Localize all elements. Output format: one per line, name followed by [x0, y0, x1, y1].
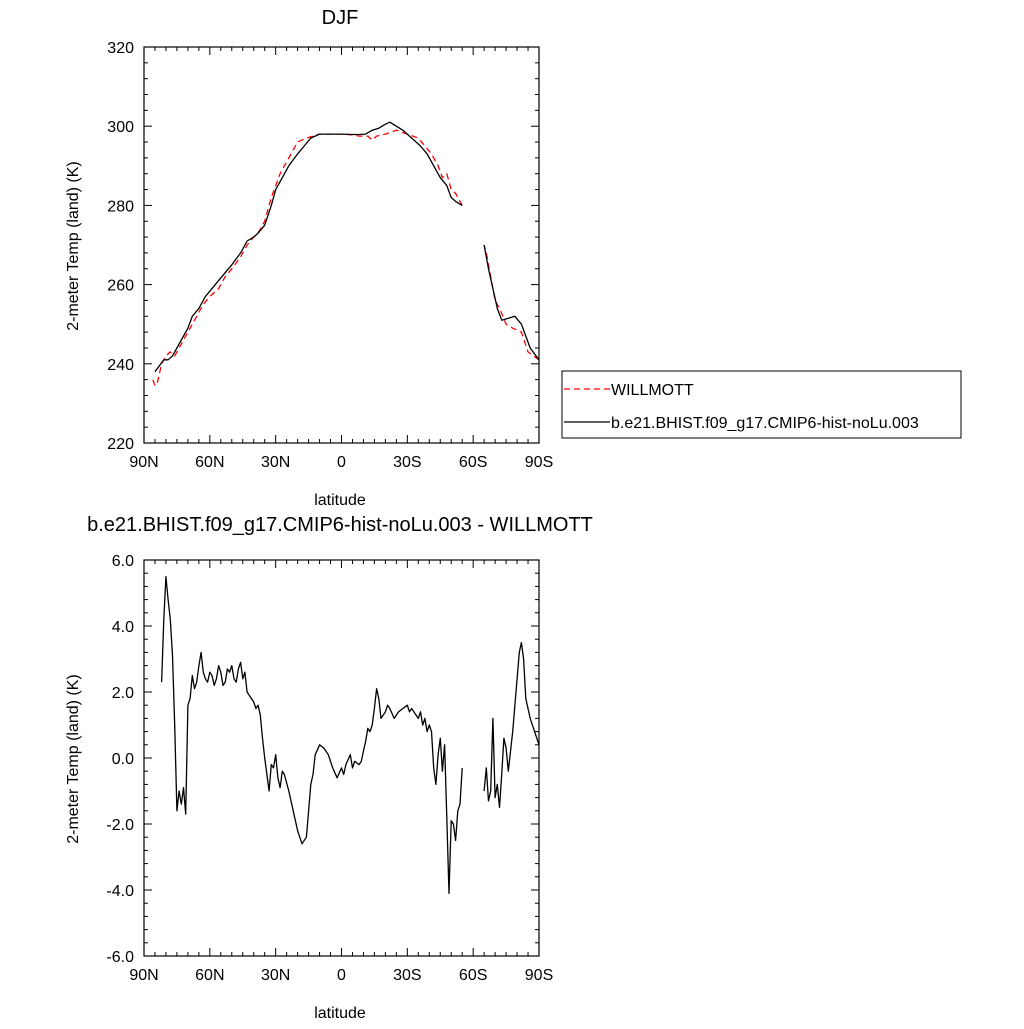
y-axis-title: 2-meter Temp (land) (K) [65, 161, 82, 331]
y-tick-label: 240 [107, 357, 134, 374]
chart-bottom: b.e21.BHIST.f09_g17.CMIP6-hist-noLu.003 … [65, 514, 593, 1022]
x-tick-label: 30S [393, 454, 421, 471]
x-tick-label: 60S [459, 967, 487, 984]
x-tick-label: 0 [337, 967, 346, 984]
x-tick-label: 30N [261, 454, 290, 471]
y-tick-label: 4.0 [112, 619, 134, 636]
x-axis-title: latitude [314, 492, 366, 509]
series-layer [152, 121, 540, 387]
x-axis-title: latitude [314, 1005, 366, 1022]
y-axis: -6.0 -4.0 -2.0 0.0 2.0 4.0 6.0 [106, 553, 539, 966]
x-tick-label: 90N [129, 454, 158, 471]
x-tick-label: 60S [459, 454, 487, 471]
legend-label-model: b.e21.BHIST.f09_g17.CMIP6-hist-noLu.003 [611, 415, 919, 432]
y-axis: 220 240 260 280 300 320 [107, 40, 539, 453]
y-tick-label: 280 [107, 198, 134, 215]
plot-frame [143, 46, 540, 444]
plot-area [143, 559, 540, 957]
y-tick-label: 260 [107, 278, 134, 295]
y-tick-label: 0.0 [112, 751, 134, 768]
x-axis: 90N 60N 30N 0 30S 60S 90S [129, 47, 553, 471]
series-line-obs [152, 129, 540, 387]
y-axis-title: 2-meter Temp (land) (K) [65, 674, 82, 844]
plot-frame [143, 559, 540, 957]
x-tick-label: 90N [129, 967, 158, 984]
x-tick-label: 30S [393, 967, 421, 984]
x-axis: 90N 60N 30N 0 30S 60S 90S [129, 560, 553, 984]
y-tick-label: 320 [107, 40, 134, 57]
legend: WILLMOTT b.e21.BHIST.f09_g17.CMIP6-hist-… [561, 370, 962, 439]
x-tick-label: 0 [337, 454, 346, 471]
y-tick-label: 2.0 [112, 685, 134, 702]
x-tick-label: 60N [195, 967, 224, 984]
series-line-model [154, 121, 540, 373]
y-tick-label: -2.0 [106, 817, 134, 834]
y-tick-label: -4.0 [106, 883, 134, 900]
x-tick-label: 30N [261, 967, 290, 984]
series-layer [160, 575, 540, 894]
y-tick-label: 6.0 [112, 553, 134, 570]
chart-title: DJF [322, 7, 359, 29]
y-tick-label: 300 [107, 119, 134, 136]
legend-label-obs: WILLMOTT [611, 382, 694, 399]
series-line-model [160, 575, 540, 894]
x-tick-label: 90S [525, 967, 553, 984]
y-tick-label: -6.0 [106, 949, 134, 966]
plot-area [143, 46, 540, 444]
chart-top: DJF latitude 2-meter Temp (land) (K) 90N… [65, 7, 553, 509]
x-tick-label: 60N [195, 454, 224, 471]
x-tick-label: 90S [525, 454, 553, 471]
y-tick-label: 220 [107, 436, 134, 453]
legend-box [561, 370, 962, 439]
chart-title: b.e21.BHIST.f09_g17.CMIP6-hist-noLu.003 … [87, 514, 593, 536]
